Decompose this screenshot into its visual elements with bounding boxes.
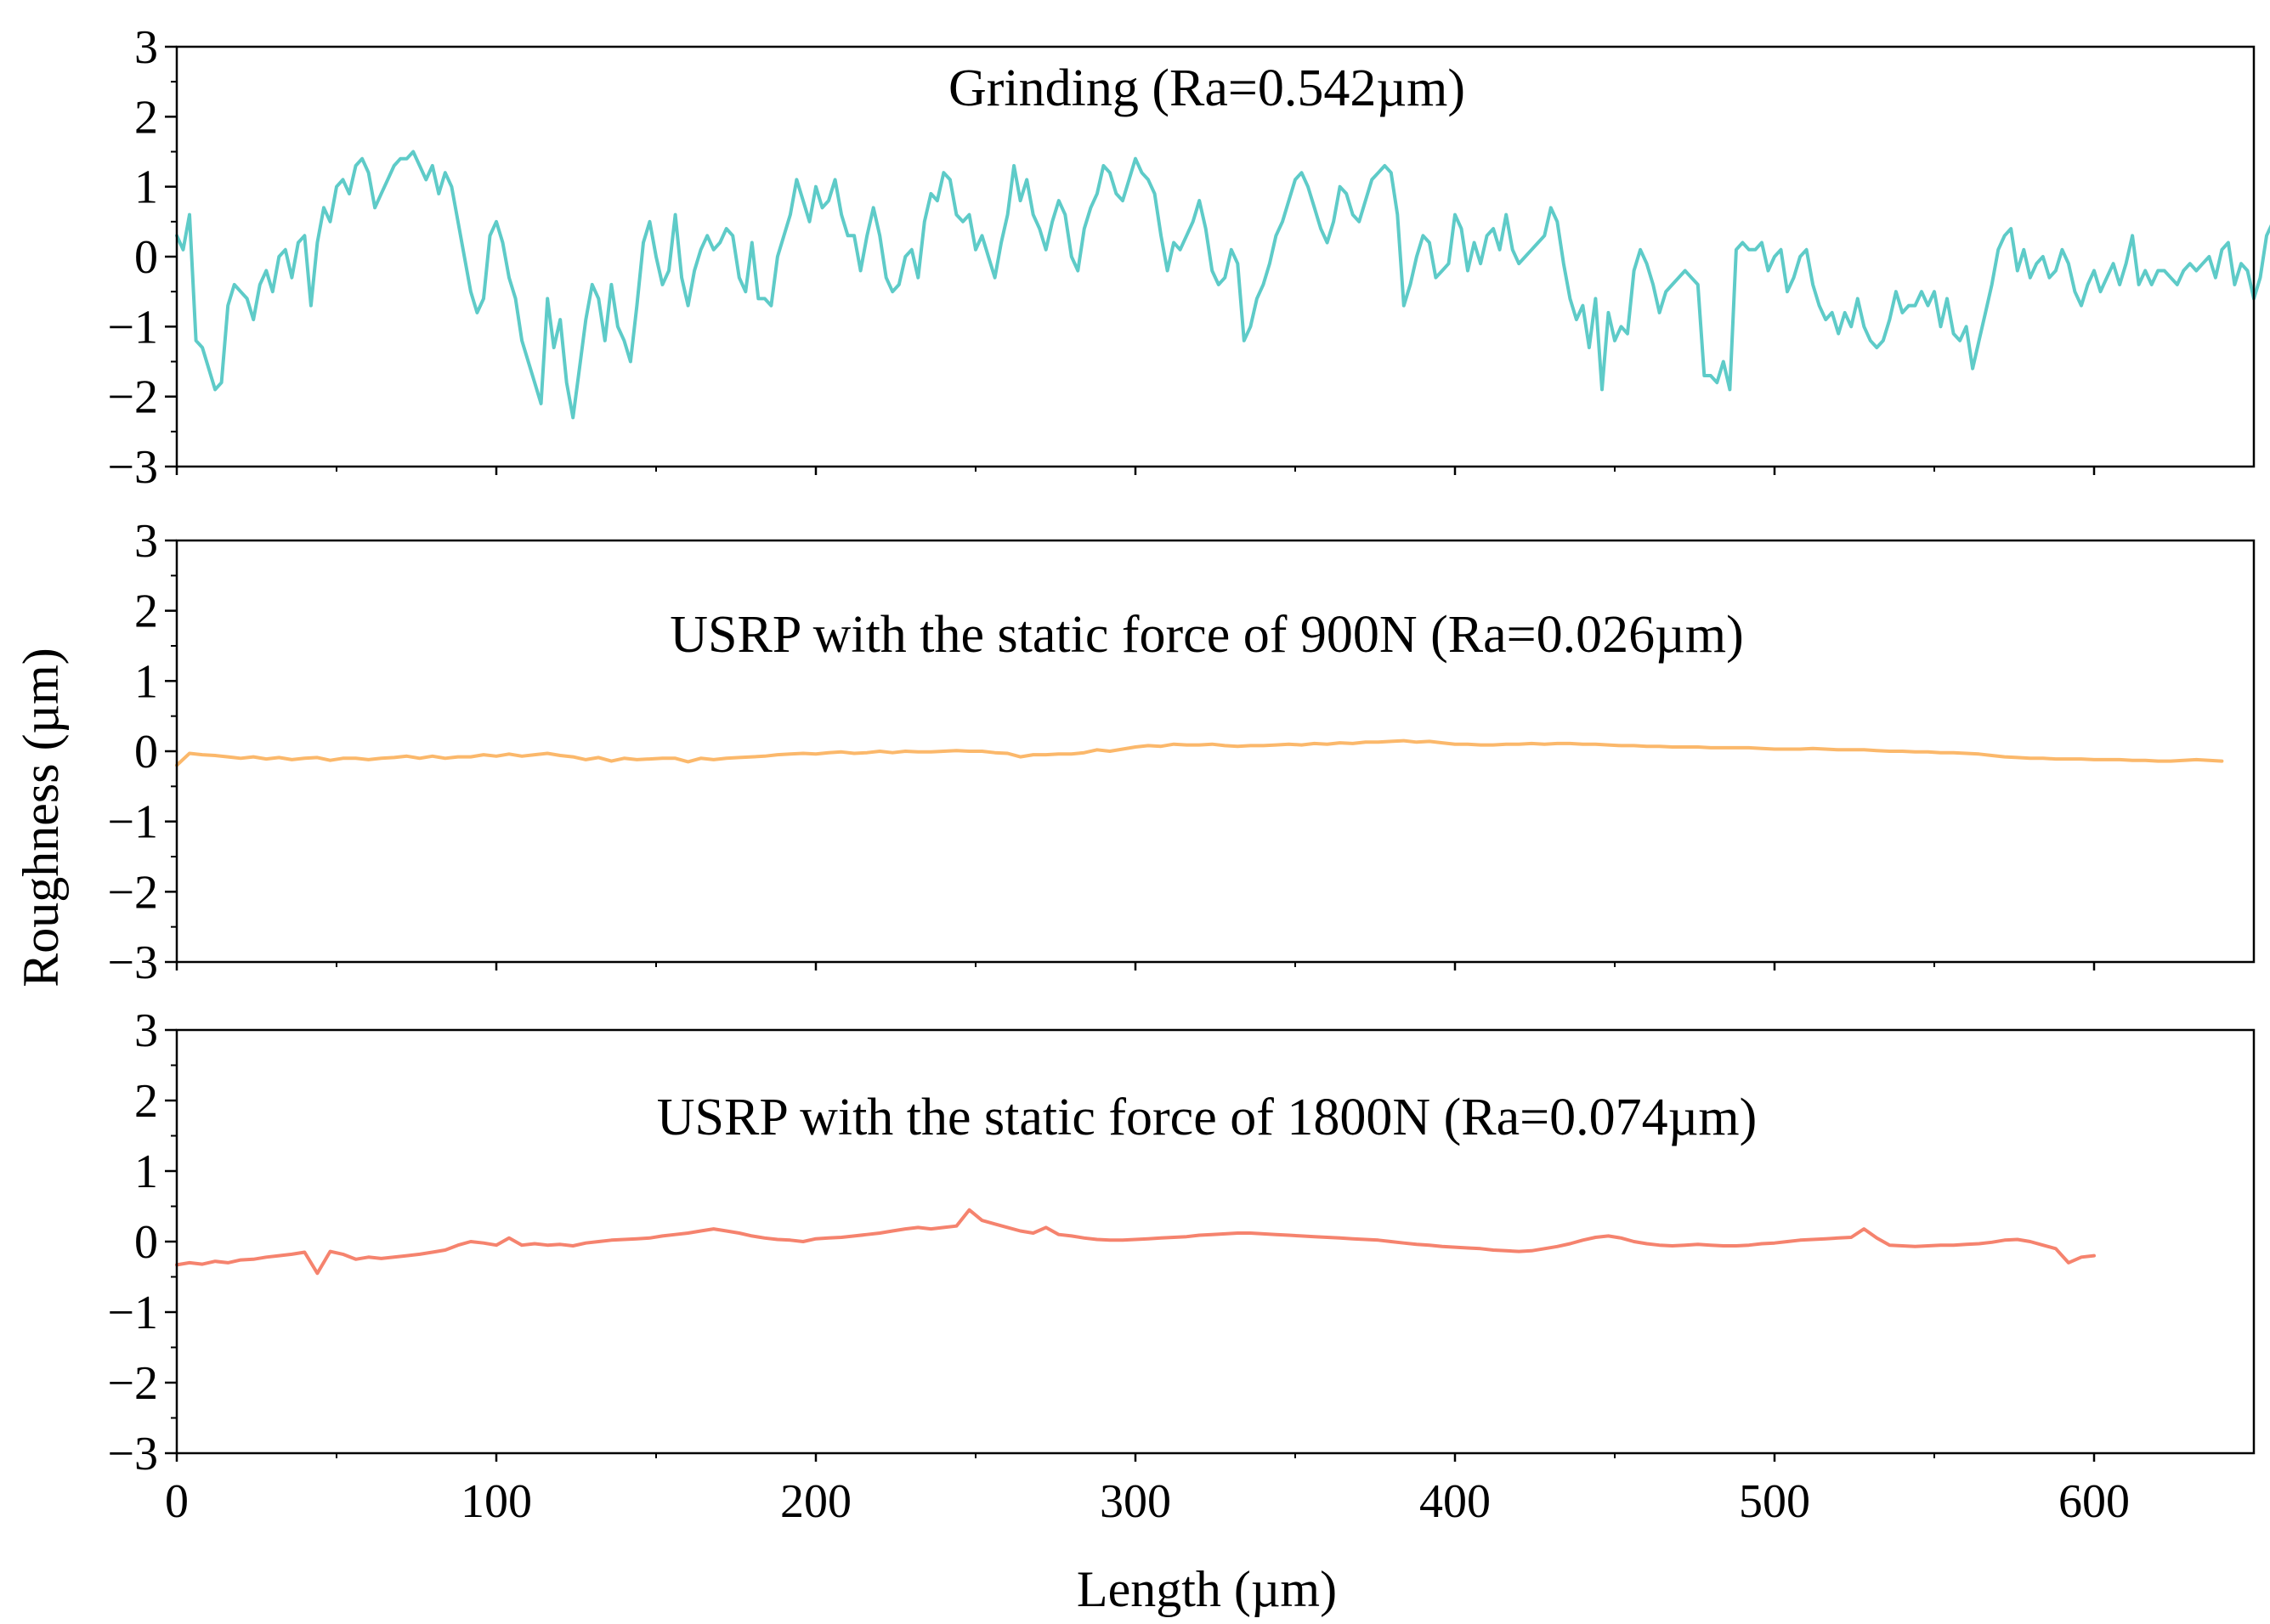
x-axis-label: Length (µm) bbox=[1077, 1561, 1337, 1617]
y-tick-label: −1 bbox=[107, 301, 158, 354]
y-tick-label: 1 bbox=[134, 1146, 158, 1198]
y-tick-label: −1 bbox=[107, 1287, 158, 1339]
y-tick-label: −3 bbox=[107, 1428, 158, 1480]
x-tick-label: 200 bbox=[780, 1475, 852, 1528]
panel-title: Grinding (Ra=0.542µm) bbox=[948, 59, 1465, 117]
y-tick-label: −2 bbox=[107, 371, 158, 424]
x-axis: 0 100 200 300 400 500 600 bbox=[165, 1475, 2130, 1528]
y-tick-label: 2 bbox=[134, 1075, 158, 1128]
panel-title: USRP with the static force of 1800N (Ra=… bbox=[657, 1089, 1757, 1146]
x-tick-label: 400 bbox=[1419, 1475, 1491, 1528]
x-tick-label: 0 bbox=[165, 1475, 189, 1528]
panel-frame bbox=[175, 1028, 2256, 1455]
y-tick-label: −3 bbox=[107, 441, 158, 494]
y-tick-label: −1 bbox=[107, 796, 158, 849]
y-tick-label: 1 bbox=[134, 655, 158, 708]
y-tick-label: 3 bbox=[134, 21, 158, 74]
y-tick-label: 2 bbox=[134, 586, 158, 638]
panel-frame bbox=[175, 539, 2256, 964]
y-tick-label: 3 bbox=[134, 515, 158, 568]
x-tick-label: 600 bbox=[2058, 1475, 2130, 1528]
y-tick-label: 2 bbox=[134, 91, 158, 144]
y-tick-label: 0 bbox=[134, 231, 158, 284]
panel-3: 3 2 1 0 −1 −2 −3 USRP with the static force of … bbox=[107, 1004, 2256, 1480]
y-axis-label: Roughness (µm) bbox=[13, 648, 69, 987]
panel-frame bbox=[175, 45, 2256, 468]
y-tick-label: −3 bbox=[107, 936, 158, 989]
y-tick-label: 1 bbox=[134, 161, 158, 214]
x-tick-label: 300 bbox=[1100, 1475, 1171, 1528]
y-tick-label: −2 bbox=[107, 866, 158, 919]
y-tick-label: 3 bbox=[134, 1004, 158, 1057]
panel-1: 3 2 1 0 −1 −2 −3 Grinding (Ra=0.542µm) bbox=[107, 21, 2270, 494]
y-tick-label: 0 bbox=[134, 1216, 158, 1269]
series-line-3 bbox=[175, 1208, 2096, 1276]
series-line-1 bbox=[175, 150, 2270, 420]
panel-title: USRP with the static force of 900N (Ra=0… bbox=[670, 606, 1743, 664]
panels-group: 3 2 1 0 −1 −2 −3 Grinding (Ra=0.542µm) 3 2 1 0 −1 −2 −… bbox=[107, 21, 2270, 1480]
x-tick-label: 100 bbox=[461, 1475, 532, 1528]
x-tick-label: 500 bbox=[1739, 1475, 1810, 1528]
panel-2: 3 2 1 0 −1 −2 −3 USRP with the static force of … bbox=[107, 515, 2256, 989]
y-tick-label: 0 bbox=[134, 726, 158, 778]
series-line-2 bbox=[175, 738, 2224, 767]
y-tick-label: −2 bbox=[107, 1357, 158, 1410]
